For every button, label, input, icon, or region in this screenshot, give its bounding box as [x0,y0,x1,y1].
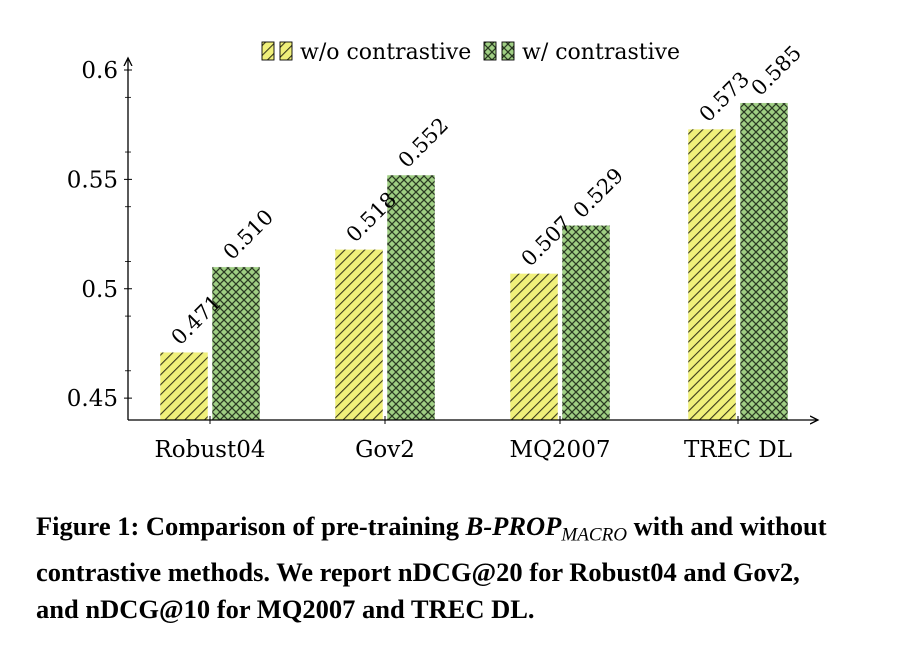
x-tick-label: MQ2007 [510,437,611,463]
bar-wo-contrastive-trec-dl [687,128,737,421]
bar-w-contrastive-mq2007 [561,225,611,421]
data-label: 0.510 [219,205,278,264]
figure-caption: Figure 1: Comparison of pre-training B-P… [36,508,842,628]
axes [124,58,818,424]
y-tick-label: 0.45 [67,386,118,412]
caption-model-subscript: MACRO [561,524,628,546]
legend-swatch [279,41,293,61]
bar-wo-contrastive-gov2 [334,249,384,421]
tick-labels: 0.45 0.5 0.55 0.6 Robust04 Gov2 MQ2007 TREC DL [67,58,792,463]
y-tick-label: 0.6 [81,58,118,84]
bars [159,102,789,421]
data-label: 0.552 [394,113,453,172]
legend-label: w/o contrastive [300,40,471,65]
legend-swatch [501,41,515,61]
caption-model: B-PROPMACRO [465,511,627,546]
bar-w-contrastive-trec-dl [739,102,789,421]
x-tick-label: Robust04 [154,437,265,463]
caption-prefix: Figure 1: Comparison of pre-training [36,511,466,541]
legend-item: w/o contrastive [261,40,471,65]
data-label: 0.529 [569,163,628,222]
legend: w/o contrastive w/ contrastive [261,40,680,65]
x-tick-label: Gov2 [355,437,415,463]
y-tick-label: 0.5 [81,277,118,303]
bar-w-contrastive-gov2 [386,174,436,421]
legend-item: w/ contrastive [483,40,680,65]
legend-swatch [483,41,497,61]
legend-label: w/ contrastive [522,40,680,65]
bar-wo-contrastive-robust04 [159,351,209,421]
legend-swatch [261,41,275,61]
chart-area: 0.45 0.5 0.55 0.6 Robust04 Gov2 MQ2007 TREC DL … [67,40,918,463]
x-tick-label: TREC DL [684,437,792,463]
bar-wo-contrastive-mq2007 [509,273,559,421]
data-label: 0.585 [747,41,806,100]
bar-w-contrastive-robust04 [211,266,261,421]
caption-model-name: B-PROP [465,511,562,541]
caption-suffix: with and without contrastive methods. We… [36,511,827,624]
y-tick-label: 0.55 [67,167,118,193]
